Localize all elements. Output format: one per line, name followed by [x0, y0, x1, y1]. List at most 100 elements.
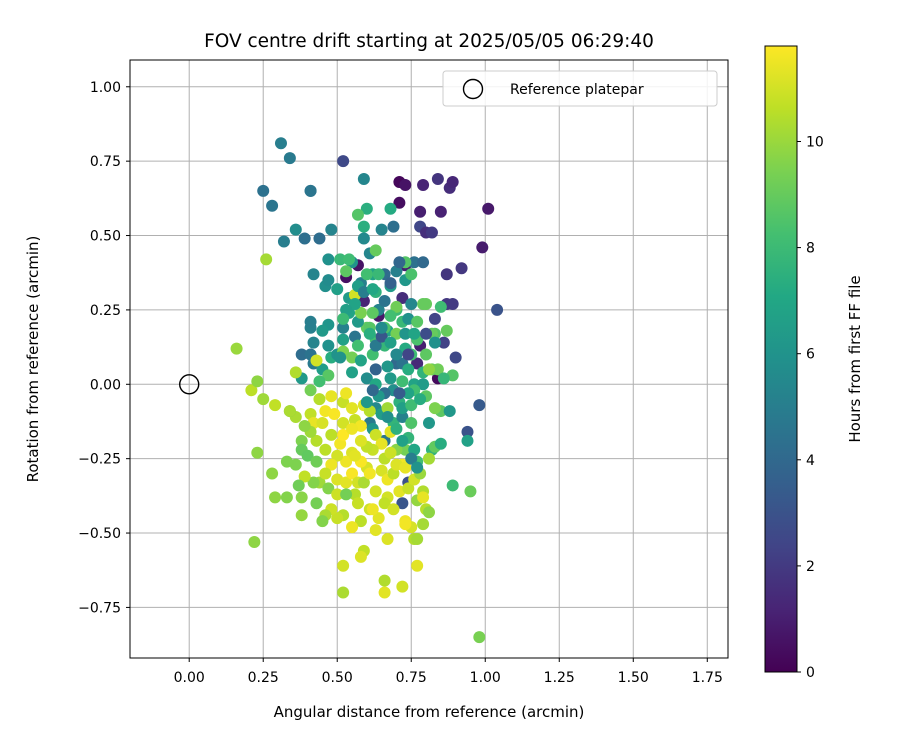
data-point [310, 434, 323, 447]
data-point [449, 351, 462, 364]
x-tick-label: 0.75 [396, 670, 427, 686]
data-point [428, 336, 441, 349]
data-point [408, 256, 421, 269]
data-point [343, 253, 356, 266]
data-point [402, 482, 415, 495]
data-point [384, 202, 397, 215]
colorbar-tick-label: 0 [806, 665, 815, 681]
data-point [411, 461, 424, 474]
data-point [396, 375, 409, 388]
colorbar-ticks: 0 2 4 6 8 10 [797, 134, 824, 681]
data-point [434, 300, 447, 313]
y-tick-label: 0.75 [90, 154, 121, 170]
data-point [387, 503, 400, 516]
data-point [337, 559, 350, 572]
data-point [417, 297, 430, 310]
data-point [390, 327, 403, 340]
data-point [455, 262, 468, 275]
data-point [307, 476, 320, 489]
data-point [346, 422, 359, 435]
data-point [446, 175, 459, 188]
data-point [331, 512, 344, 525]
data-point [440, 268, 453, 281]
data-point [417, 256, 430, 269]
data-point [331, 283, 344, 296]
data-point [304, 184, 317, 197]
data-point [283, 405, 296, 418]
data-point [423, 416, 435, 429]
data-point [378, 574, 391, 587]
data-point [304, 384, 317, 397]
data-point [423, 452, 435, 465]
data-point [396, 580, 409, 593]
data-point [431, 173, 444, 186]
legend-marker-icon [462, 78, 484, 100]
data-point [378, 497, 391, 510]
data-point [363, 327, 376, 340]
data-point [340, 488, 353, 501]
data-point [269, 399, 282, 412]
data-point [417, 518, 430, 531]
data-point [431, 363, 444, 376]
data-point [402, 348, 415, 361]
data-point [360, 396, 373, 409]
data-point [310, 354, 323, 367]
data-point [369, 244, 382, 257]
data-point [307, 336, 320, 349]
data-point [357, 232, 370, 245]
y-tick-label: −0.25 [78, 452, 121, 468]
data-point [381, 532, 394, 545]
data-point [351, 339, 364, 352]
data-point [331, 488, 344, 501]
data-point [405, 297, 418, 310]
data-point [325, 390, 338, 403]
data-point [354, 354, 367, 367]
data-point [437, 336, 450, 349]
data-point [375, 321, 388, 334]
data-point [307, 268, 320, 281]
legend-label: Reference platepar [510, 82, 644, 98]
data-point [319, 443, 332, 456]
data-point [446, 297, 459, 310]
data-point [230, 342, 243, 355]
data-point [369, 428, 382, 441]
data-point [369, 524, 382, 537]
data-point [434, 205, 447, 218]
data-point [378, 294, 391, 307]
data-point [340, 455, 353, 468]
data-point [337, 321, 350, 334]
data-point [316, 324, 329, 337]
data-point [322, 253, 335, 266]
data-point [334, 253, 347, 266]
data-point [366, 384, 379, 397]
y-axis-ticks: −0.75 −0.50 −0.25 0.00 0.25 0.50 0.75 1.00 [78, 80, 130, 616]
data-point [351, 497, 364, 510]
data-point [301, 449, 314, 462]
data-point [340, 387, 353, 400]
data-point [251, 375, 264, 388]
data-point [280, 491, 293, 504]
data-point [251, 446, 264, 459]
plot-frame [129, 59, 729, 659]
data-point [257, 184, 270, 197]
data-point [384, 277, 397, 290]
data-point [384, 336, 397, 349]
data-point [337, 586, 350, 599]
data-point [257, 393, 270, 406]
data-point [443, 405, 456, 418]
x-tick-label: 1.50 [618, 670, 649, 686]
data-point [414, 393, 427, 406]
colorbar-tick-label: 4 [806, 453, 815, 469]
data-point [266, 467, 279, 480]
data-point [411, 559, 424, 572]
data-point [482, 202, 495, 215]
data-point [292, 479, 305, 492]
data-point [375, 464, 388, 477]
data-point [245, 384, 258, 397]
x-tick-label: 1.25 [544, 670, 575, 686]
data-point [322, 339, 335, 352]
data-point [375, 437, 388, 450]
y-tick-label: 1.00 [90, 80, 121, 96]
data-point [434, 437, 447, 450]
